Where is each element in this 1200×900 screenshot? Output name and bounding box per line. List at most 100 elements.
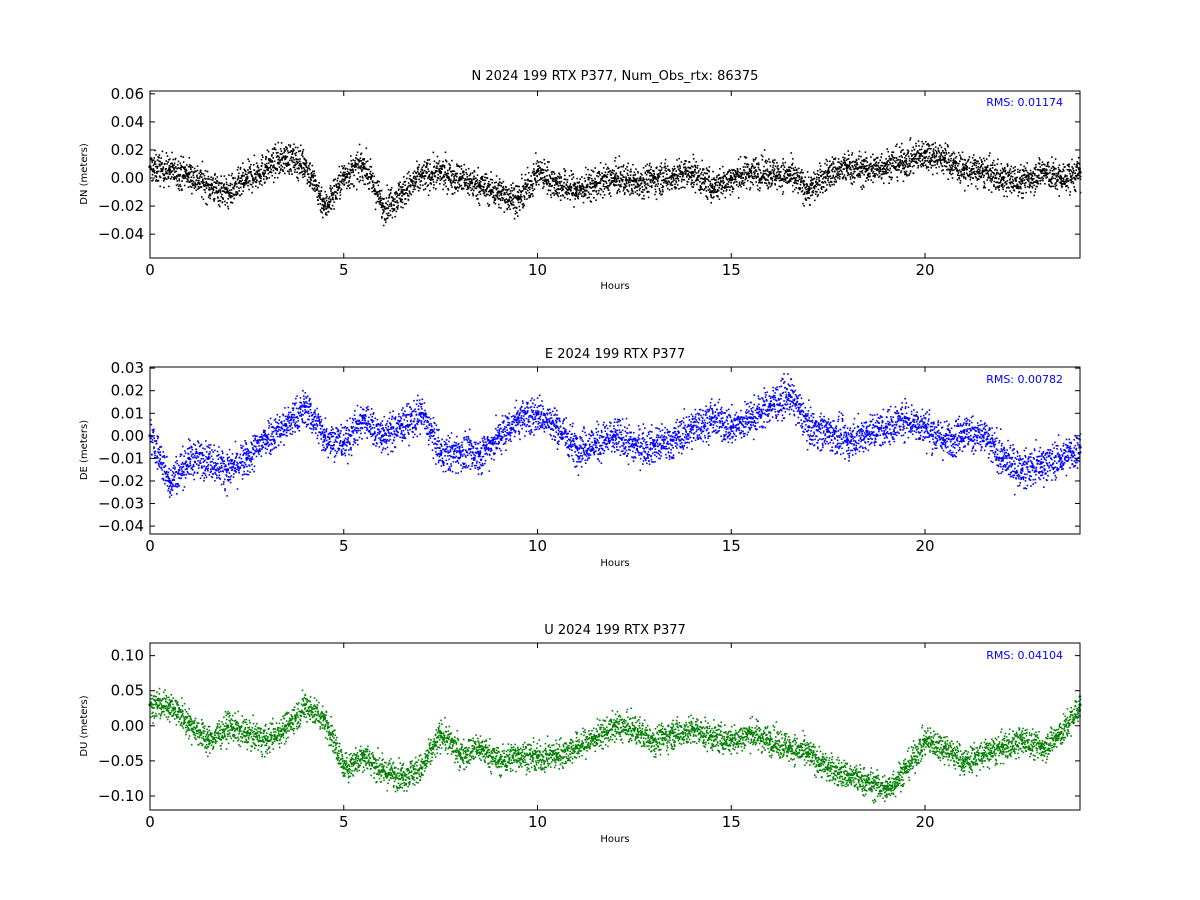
data-point [652, 179, 654, 181]
data-point [816, 191, 818, 193]
data-point [624, 168, 627, 170]
data-point [733, 174, 736, 177]
data-point [280, 142, 283, 144]
data-point [167, 170, 169, 172]
data-point [812, 182, 814, 184]
data-point [595, 184, 598, 187]
data-point [402, 183, 404, 185]
data-point [169, 173, 171, 175]
data-point [453, 170, 456, 173]
data-point [952, 161, 954, 164]
data-point [734, 177, 737, 179]
data-point [987, 170, 990, 172]
data-point [663, 181, 665, 184]
data-point [205, 180, 208, 183]
data-point [310, 176, 312, 179]
data-point [862, 184, 864, 187]
data-point [830, 181, 833, 183]
data-point [633, 187, 636, 190]
data-point [674, 187, 677, 190]
data-point [754, 158, 757, 161]
data-point [701, 188, 703, 190]
data-point [213, 200, 215, 202]
data-point [827, 177, 829, 180]
data-point [439, 175, 442, 178]
data-point [722, 179, 724, 182]
data-point [775, 171, 778, 174]
data-point [531, 187, 534, 189]
data-point [428, 170, 430, 172]
data-point [250, 183, 253, 186]
data-point [523, 188, 525, 190]
data-point [816, 181, 819, 184]
data-point [267, 158, 270, 160]
data-point [260, 180, 262, 182]
data-point [857, 175, 859, 178]
data-point [221, 193, 223, 196]
data-point [766, 178, 768, 181]
data-point [188, 157, 191, 159]
data-point [189, 164, 191, 166]
data-point [170, 170, 173, 173]
data-point [1012, 182, 1014, 185]
data-point [976, 160, 978, 162]
data-point [631, 180, 634, 182]
data-point [260, 158, 263, 161]
data-point [713, 179, 716, 181]
data-point [458, 186, 460, 189]
data-point [235, 194, 238, 197]
data-point [314, 179, 317, 181]
data-point [582, 195, 585, 198]
data-point [590, 187, 592, 189]
data-point [612, 180, 615, 183]
data-point [693, 181, 695, 184]
data-point [294, 152, 296, 155]
data-point [252, 182, 254, 184]
data-point [335, 184, 338, 186]
data-point [306, 170, 308, 173]
data-point [825, 177, 827, 180]
data-point [680, 186, 682, 189]
data-point [796, 168, 798, 171]
data-point [829, 175, 832, 177]
data-point [653, 182, 655, 184]
data-point [892, 165, 894, 167]
data-point [776, 177, 778, 180]
data-point [494, 203, 497, 205]
data-point [371, 190, 374, 193]
data-point [546, 175, 548, 177]
data-point [483, 192, 486, 194]
data-point [760, 154, 763, 156]
data-point [336, 192, 339, 195]
data-point [1001, 184, 1003, 186]
data-point [180, 168, 182, 171]
data-point [361, 175, 364, 178]
data-point [1023, 165, 1025, 168]
data-point [638, 189, 641, 191]
data-point [951, 169, 953, 172]
data-point [650, 174, 653, 177]
data-point [308, 181, 311, 184]
data-point [769, 165, 772, 167]
data-point [978, 178, 980, 180]
data-point [525, 192, 528, 195]
data-point [742, 166, 745, 168]
data-point [619, 185, 621, 188]
data-point [920, 155, 922, 157]
data-point [945, 153, 948, 155]
data-point [932, 173, 934, 176]
data-point [270, 161, 272, 163]
data-point [685, 168, 687, 170]
data-point [942, 172, 945, 175]
data-point [726, 183, 728, 185]
data-point [605, 175, 607, 177]
data-point [740, 177, 742, 179]
data-point [764, 170, 766, 172]
data-point [630, 168, 632, 171]
data-point [205, 187, 208, 189]
data-point [299, 172, 302, 174]
data-point [454, 182, 456, 184]
data-point [915, 145, 917, 147]
data-point [645, 183, 647, 186]
